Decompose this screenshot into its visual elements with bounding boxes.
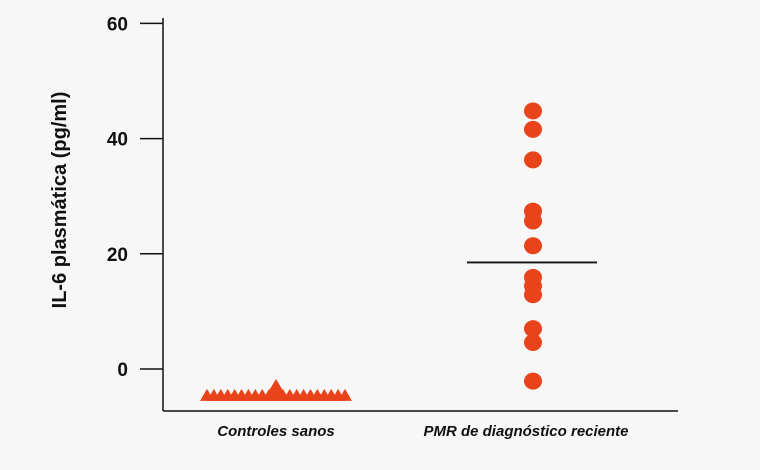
data-point-pmr <box>524 237 542 255</box>
data-point-pmr <box>524 320 542 338</box>
axes: 0 20 40 60 <box>107 14 678 412</box>
y-tick-label: 0 <box>117 360 128 381</box>
y-tick-label: 20 <box>107 245 128 266</box>
data-point-pmr <box>524 151 542 169</box>
data-marks <box>200 102 597 401</box>
y-tick-label: 60 <box>107 14 128 35</box>
y-axis-label: IL-6 plasmática (pg/ml) <box>49 92 71 309</box>
data-point-pmr <box>524 372 542 390</box>
data-point-pmr <box>524 286 542 304</box>
data-point-pmr <box>524 212 542 230</box>
data-point-pmr <box>524 120 542 138</box>
data-point-pmr <box>524 102 542 120</box>
data-point-pmr <box>524 334 542 352</box>
category-label-pmr: PMR de diagnóstico reciente <box>423 423 628 440</box>
data-point-control <box>338 388 352 401</box>
category-label-controls: Controles sanos <box>217 423 335 440</box>
y-tick-label: 40 <box>107 130 128 151</box>
